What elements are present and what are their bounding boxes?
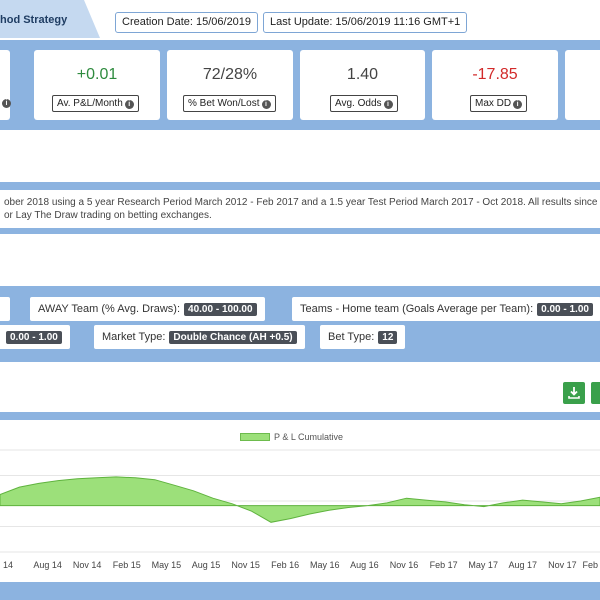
stat-value: +0.01: [76, 66, 118, 83]
stat-card-max-dd: -17.85 Max DD i: [432, 50, 558, 120]
chart-band-top: [0, 412, 600, 420]
stat-label: Avg. Odds i: [330, 95, 398, 112]
x-tick-label: Feb 15: [112, 560, 141, 570]
filter-value: 40.00 - 100.00: [184, 303, 257, 316]
chart-toolbar: [0, 362, 600, 412]
stat-card-avg-pl-month: +0.01 Av. P&L/Month i: [34, 50, 160, 120]
creation-date: Creation Date: 15/06/2019: [115, 12, 259, 33]
chart-legend[interactable]: P & L Cumulative: [240, 432, 343, 442]
x-tick-label: Nov 16: [389, 560, 419, 570]
stat-card-partial-right: [565, 50, 600, 120]
filter-bet-type: Bet Type: 12: [320, 325, 406, 349]
header-bar: hod Strategy Creation Date: 15/06/2019 L…: [0, 0, 600, 40]
x-tick-label: Nov 15: [231, 560, 260, 570]
x-tick-label: Aug 17: [508, 560, 538, 570]
info-icon[interactable]: i: [383, 100, 393, 109]
x-tick-label: Feb 16: [271, 560, 300, 570]
filter-value: 0.00 - 1.00: [6, 331, 62, 344]
stat-value: -17.85: [472, 66, 518, 83]
x-tick-label: 14: [2, 560, 14, 570]
info-icon[interactable]: i: [2, 99, 11, 108]
description-line: or Lay The Draw trading on betting excha…: [4, 210, 212, 221]
x-tick-label: Feb 1: [582, 560, 600, 570]
x-tick-label: Aug 15: [191, 560, 221, 570]
download-icon: [568, 387, 580, 399]
description-panel: ober 2018 using a 5 year Research Period…: [0, 190, 600, 228]
blank-panel: [0, 234, 600, 286]
stat-label: % Bet Won/Lost i: [183, 95, 276, 112]
x-tick-label: Aug 16: [350, 560, 379, 570]
chart-band-bottom: [0, 582, 600, 600]
desc-band-bottom: [0, 228, 600, 234]
x-tick-label: Nov 17: [548, 560, 577, 570]
x-tick-label: May 17: [468, 560, 498, 570]
strategy-title-tab: hod Strategy: [0, 0, 100, 38]
filter-market-type: Market Type: Double Chance (AH +0.5): [94, 325, 305, 349]
stat-value: 1.40: [346, 66, 379, 83]
legend-swatch: [240, 433, 270, 441]
stat-label: Max DD i: [470, 95, 528, 112]
filter-teams-home-goals: Teams - Home team (Goals Average per Tea…: [292, 297, 600, 321]
stat-card-avg-odds: 1.40 Avg. Odds i: [300, 50, 425, 120]
x-tick-label: May 16: [310, 560, 340, 570]
filter-chip-partial: [0, 297, 10, 321]
filter-value: 0.00 - 1.00: [537, 303, 593, 316]
export-button-partial[interactable]: [591, 382, 600, 404]
stat-label: Av. P&L/Month i: [52, 95, 139, 112]
info-icon[interactable]: i: [124, 100, 134, 109]
x-tick-label: May 15: [151, 560, 182, 570]
x-tick-label: Aug 14: [33, 560, 62, 570]
x-tick-label: Nov 14: [72, 560, 102, 570]
pl-cumulative-chart: [0, 420, 600, 582]
filter-away-team-draws: AWAY Team (% Avg. Draws): 40.00 - 100.00: [30, 297, 265, 321]
description-line: ober 2018 using a 5 year Research Period…: [4, 197, 600, 208]
download-button[interactable]: [563, 382, 585, 404]
filter-value: 12: [378, 331, 398, 344]
info-icon[interactable]: i: [261, 100, 271, 109]
filter-value: Double Chance (AH +0.5): [169, 331, 297, 344]
page-title: hod Strategy: [0, 14, 68, 26]
desc-band-top: [0, 182, 600, 190]
pl-cumulative-area: [0, 476, 600, 523]
x-tick-label: Feb 17: [429, 560, 458, 570]
chart-canvas: [0, 449, 600, 553]
info-icon[interactable]: i: [513, 100, 523, 109]
last-update: Last Update: 15/06/2019 11:16 GMT+1: [263, 12, 468, 33]
stat-value: 72/28%: [202, 66, 258, 83]
stat-card-partial: i: [0, 50, 11, 120]
filter-chip-first: 0.00 - 1.00: [0, 325, 70, 349]
blank-panel: [0, 130, 600, 182]
stat-card-bet-won-lost: 72/28% % Bet Won/Lost i: [167, 50, 293, 120]
